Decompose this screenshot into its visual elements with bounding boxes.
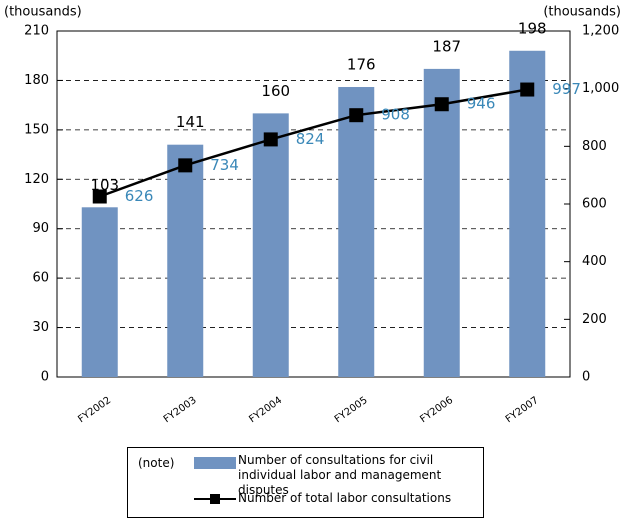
value-label: 734 (210, 156, 239, 174)
line-marker (349, 108, 364, 123)
x-tick-label: FY2006 (418, 395, 455, 425)
legend-note: (note) (138, 456, 175, 470)
bar (81, 207, 118, 377)
bar (167, 144, 204, 377)
legend: (note) Number of consultations for civil… (127, 447, 484, 518)
line-marker (434, 97, 449, 112)
y2-tick-label: 600 (582, 197, 607, 212)
y-tick-label: 30 (32, 320, 49, 335)
y-tick-label: 180 (24, 73, 49, 88)
plot-frame (56, 30, 571, 378)
legend-swatch-bar (194, 457, 236, 469)
x-tick-label: FY2004 (247, 395, 284, 425)
legend-label: Number of consultations for civil indivi… (238, 453, 442, 497)
y-tick-label: 60 (32, 271, 49, 286)
value-label: 908 (381, 106, 410, 124)
line-marker (520, 82, 535, 97)
value-label: 141 (176, 113, 205, 131)
y2-tick-label: 1,200 (582, 24, 619, 39)
x-tick-label: FY2003 (162, 395, 199, 425)
value-label: 160 (261, 82, 290, 100)
value-label: 946 (467, 95, 496, 113)
y2-tick-label: 0 (582, 370, 590, 385)
line (99, 88, 528, 198)
value-label: 176 (347, 56, 376, 74)
value-label: 103 (90, 176, 119, 194)
bar (423, 68, 460, 378)
y-tick-label: 210 (24, 24, 49, 39)
value-label: 198 (518, 19, 547, 37)
value-label: 824 (296, 130, 325, 148)
y-tick-label: 150 (24, 122, 49, 137)
value-label: 997 (552, 80, 581, 98)
x-tick-label: FY2007 (504, 395, 541, 425)
x-tick-label: FY2005 (333, 395, 370, 425)
bar (252, 113, 289, 377)
y-tick-label: 120 (24, 172, 49, 187)
line-marker (92, 189, 107, 204)
value-label: 626 (125, 187, 154, 205)
y2-axis-label: (thousands) (543, 5, 621, 20)
value-label: 187 (432, 37, 461, 55)
legend-label: Number of total labor consultations (238, 491, 452, 505)
y2-tick-label: 1,000 (582, 81, 619, 96)
y2-tick-label: 400 (582, 254, 607, 269)
y2-tick-label: 200 (582, 312, 607, 327)
x-tick-label: FY2002 (76, 395, 113, 425)
y-axis-label: (thousands) (4, 5, 82, 20)
legend-swatch-marker (210, 494, 220, 504)
line-marker (178, 158, 193, 173)
y-tick-label: 0 (41, 370, 49, 385)
line-marker (263, 132, 278, 147)
bar (509, 50, 546, 378)
bar (338, 87, 375, 378)
y2-tick-label: 800 (582, 139, 607, 154)
y-tick-label: 90 (32, 221, 49, 236)
